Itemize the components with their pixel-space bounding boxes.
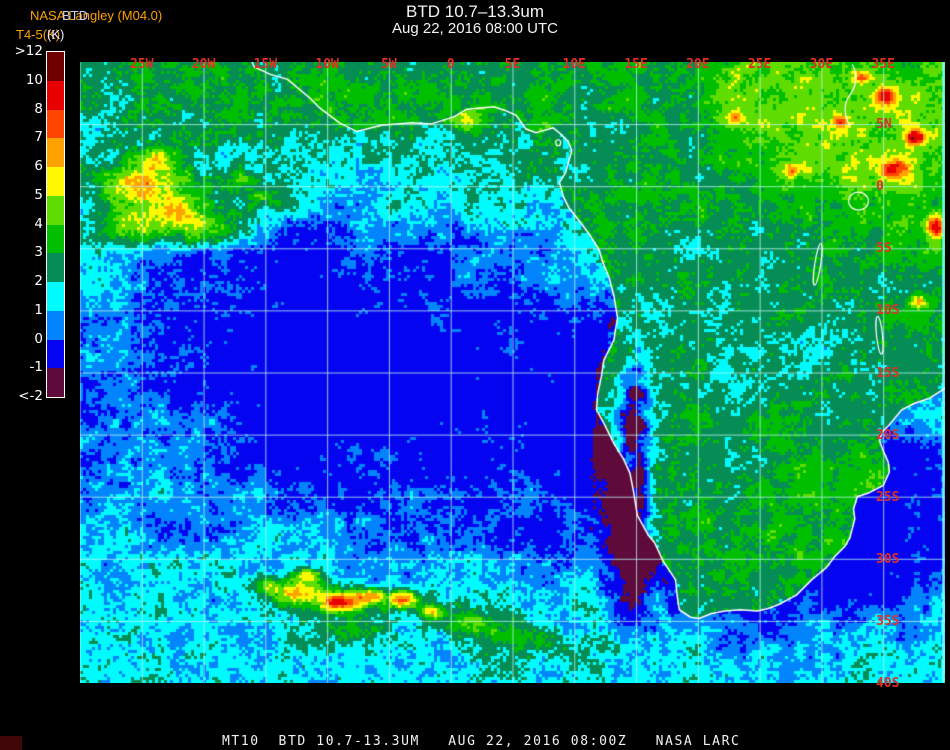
colorbar-segment: [47, 224, 64, 254]
colorbar-segment: [47, 310, 64, 340]
lon-tick-label: 0: [446, 57, 455, 72]
colorbar-tick-label: -1: [29, 359, 43, 376]
colorbar-tick-label: 2: [34, 273, 43, 289]
lat-tick-label: 35S: [876, 613, 900, 629]
colorbar-segment: [47, 368, 64, 397]
units-label: T4-5(K): [16, 27, 61, 42]
colorbar-tick-label: 5: [34, 186, 43, 203]
footer-color-block: [0, 736, 22, 750]
lon-tick-label: 10E: [562, 57, 587, 72]
satellite-map-canvas: [80, 62, 945, 683]
colorbar-tick-label: 6: [34, 158, 43, 174]
colorbar-segment: [47, 195, 64, 225]
lat-tick-label: 10S: [876, 303, 900, 319]
lon-tick-label: 5W: [381, 57, 397, 72]
page-title: BTD 10.7–13.3um: [406, 2, 544, 21]
lat-tick-label: 20S: [876, 427, 900, 443]
colorbar-segment: [47, 52, 64, 81]
lon-tick-label: 15E: [624, 57, 648, 72]
timestamp-subtitle: Aug 22, 2016 08:00 UTC: [392, 20, 558, 37]
lon-tick-label: 15W: [253, 57, 278, 72]
lon-tick-label: 25W: [130, 57, 154, 72]
lon-tick-label: 10W: [315, 57, 339, 72]
footer-caption: MT10 BTD 10.7-13.3UM AUG 22, 2016 08:00Z…: [222, 734, 741, 749]
lon-tick-label: 20W: [191, 57, 216, 72]
colorbar-tick-label: <-2: [18, 388, 43, 404]
lat-tick-label: 15S: [876, 365, 900, 381]
lat-tick-label: 0: [876, 179, 884, 195]
lat-tick-label: 5N: [876, 117, 892, 133]
colorbar-tick-label: 8: [34, 100, 43, 117]
colorbar-segment: [47, 138, 64, 167]
colorbar-tick-label: >12: [14, 43, 44, 59]
colorbar-tick-label: 10: [25, 71, 43, 88]
lon-tick-label: 20E: [686, 57, 710, 72]
colorbar-tick-label: 3: [34, 244, 43, 261]
title-block: BTD 10.7–13.3um Aug 22, 2016 08:00 UTC: [255, 3, 695, 37]
colorbar-segment: [47, 80, 64, 110]
lat-tick-label: 25S: [876, 489, 900, 505]
agency-label: NASA Langley (M04.0): [30, 8, 163, 23]
colorbar-segment: [47, 109, 64, 139]
lat-tick-label: 30S: [876, 551, 900, 567]
colorbar-segment: [47, 339, 64, 369]
colorbar-segments: [46, 51, 65, 398]
units-overlay-label: (K): [47, 27, 65, 42]
colorbar-tick-label: 7: [34, 129, 43, 146]
colorbar-segment: [47, 167, 64, 196]
colorbar-segment: [47, 253, 64, 282]
product-code-label: BTD: [62, 8, 88, 23]
lon-tick-label: 5E: [504, 57, 521, 72]
colorbar-segment: [47, 282, 64, 311]
lon-tick-label: 30E: [809, 57, 834, 72]
lat-tick-label: 40S: [876, 676, 900, 691]
lon-tick-label: 35E: [871, 57, 895, 72]
lat-tick-label: 5S: [876, 241, 892, 257]
colorbar-tick-label: 4: [34, 215, 43, 232]
colorbar-tick-label: 1: [34, 301, 43, 318]
colorbar-tick-label: 0: [34, 330, 43, 347]
lon-tick-label: 25E: [747, 57, 772, 72]
